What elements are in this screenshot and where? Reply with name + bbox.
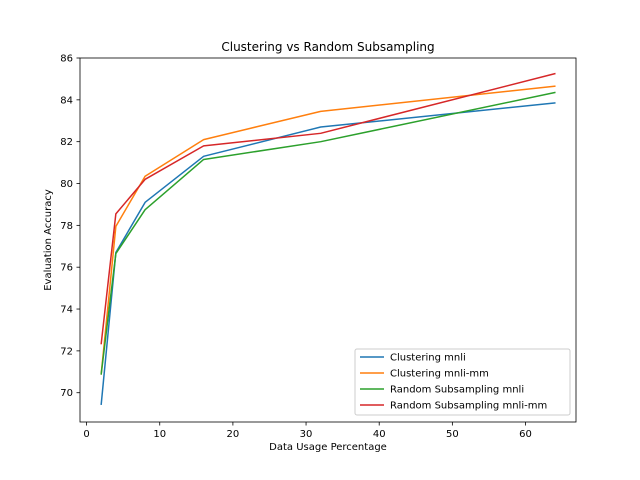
plot-frame	[79, 57, 577, 423]
y-tick-label: 74	[60, 305, 73, 316]
plot-area: 0 10 20 30 40 50 60 70 72 74 76 78 80 82 84 86	[60, 54, 577, 440]
x-tick-label: 0	[83, 429, 89, 440]
chart-title: Clustering vs Random Subsampling	[221, 40, 434, 54]
legend-label: Random Subsampling mnli-mm	[390, 401, 547, 412]
y-tick-label: 72	[60, 346, 73, 357]
legend: Clustering mnli Clustering mnli-mm Random …	[354, 348, 571, 416]
x-tick-label: 50	[446, 429, 459, 440]
y-tick-label: 76	[60, 263, 73, 274]
y-tick-label: 70	[60, 388, 73, 399]
x-axis: 0 10 20 30 40 50 60	[83, 422, 532, 440]
y-axis-label: Evaluation Accuracy	[43, 189, 54, 291]
legend-label: Clustering mnli	[390, 353, 466, 364]
x-tick-label: 60	[519, 429, 532, 440]
series-line	[100, 91, 556, 375]
x-axis-label: Data Usage Percentage	[269, 442, 387, 453]
series-line	[100, 85, 556, 375]
y-tick-label: 86	[60, 54, 73, 65]
x-tick-label: 40	[373, 429, 386, 440]
x-tick-label: 20	[227, 429, 240, 440]
y-axis: 70 72 74 76 78 80 82 84 86	[60, 54, 80, 399]
legend-frame	[354, 348, 571, 416]
y-tick-label: 78	[60, 221, 73, 232]
y-tick-label: 80	[60, 179, 73, 190]
legend-label: Clustering mnli-mm	[390, 369, 489, 380]
x-tick-label: 30	[300, 429, 313, 440]
y-tick-label: 82	[60, 137, 73, 148]
series-line	[100, 72, 556, 345]
x-tick-label: 10	[153, 429, 166, 440]
series-lines	[100, 72, 556, 406]
legend-label: Random Subsampling mnli	[390, 385, 524, 396]
y-tick-label: 84	[60, 95, 73, 106]
